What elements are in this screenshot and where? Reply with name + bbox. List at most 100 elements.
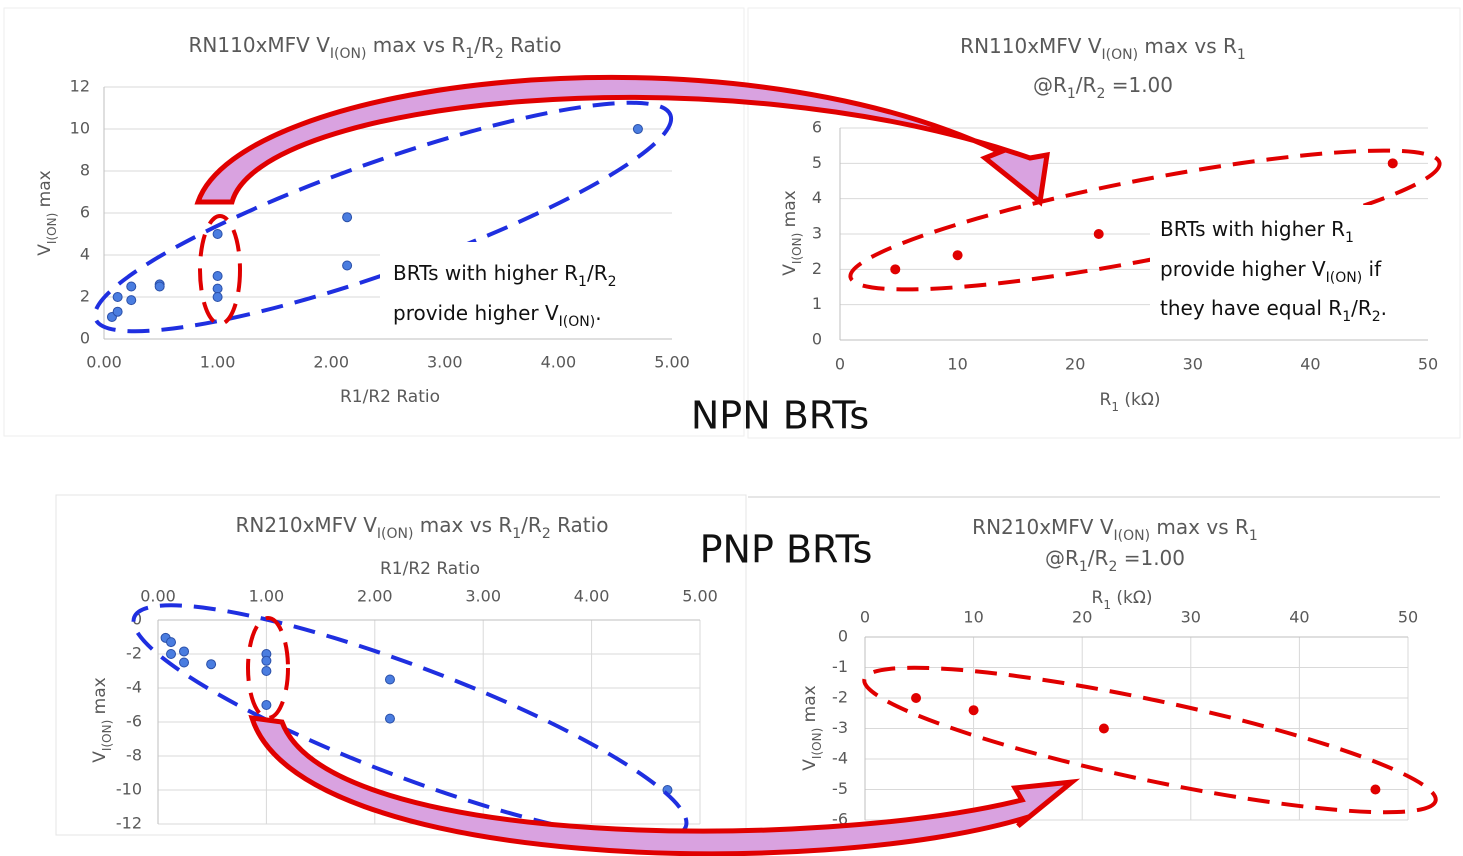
point (261, 655, 272, 666)
group-ellipse (198, 214, 242, 326)
text-run: Ratio (504, 33, 562, 57)
point (342, 212, 353, 223)
text-run: I(ON) (1326, 270, 1363, 286)
text-run: if (1362, 257, 1382, 281)
annotation: BRTs with higher R1/R2 (393, 261, 617, 291)
text-run: max (780, 190, 800, 232)
chart-title: @R1/R2 =1.00 (1045, 546, 1185, 576)
point (112, 306, 123, 317)
text-run: 1 (1345, 230, 1354, 246)
point (154, 281, 165, 292)
text-run: /R (1351, 296, 1372, 320)
text-run: I(ON) (559, 314, 596, 330)
x-tick-label: 10 (963, 608, 983, 627)
y-tick-label: 0 (80, 329, 90, 348)
x-tick-label: 40 (1289, 608, 1309, 627)
text-run: R (1100, 390, 1112, 410)
point (890, 264, 901, 275)
text-run: they have equal R (1160, 296, 1342, 320)
x-tick-label: 1.00 (200, 353, 236, 372)
text-run: max (35, 170, 55, 212)
point (212, 292, 223, 302)
text-run: V (780, 264, 800, 276)
text-run: @R (1045, 546, 1079, 570)
x-tick-label: 20 (1065, 355, 1085, 374)
x-axis-label: R1 (kΩ) (1092, 588, 1153, 612)
chart-title: RN110xMFV VI(ON) max vs R1 (960, 34, 1246, 64)
text-run: I(ON) (790, 233, 804, 264)
point (166, 649, 177, 659)
y-tick-label: -10 (116, 780, 142, 799)
text-run: RN210xMFV V (972, 515, 1114, 539)
point (212, 271, 223, 281)
text-run: /R (521, 513, 542, 537)
text-run: provide higher V (1160, 257, 1326, 281)
text-run: /R (587, 261, 608, 285)
text-run: max vs R (1150, 515, 1249, 539)
point (1370, 784, 1381, 795)
text-run: /R (474, 33, 495, 57)
point (1387, 158, 1398, 169)
text-run: 1 (465, 46, 474, 62)
annotation: they have equal R1/R2. (1160, 296, 1387, 326)
text-run: 1 (1237, 47, 1246, 63)
group-ellipse (862, 665, 1438, 815)
text-run: I(ON) (377, 526, 414, 542)
y-tick-label: -8 (126, 746, 142, 765)
y-tick-label: -2 (126, 644, 142, 663)
text-run: 2 (1108, 559, 1117, 575)
text-run: =1.00 (1105, 73, 1173, 97)
x-axis-label: R1 (kΩ) (1100, 390, 1161, 414)
point (911, 693, 922, 703)
x-tick-label: 2.00 (357, 587, 393, 606)
y-tick-label: 4 (812, 188, 822, 207)
group-ellipse (246, 616, 290, 720)
text-run: 2 (1372, 309, 1381, 325)
x-tick-label: 4.00 (541, 353, 577, 372)
point (1098, 723, 1109, 734)
panel (55, 494, 747, 836)
text-run: I(ON) (1102, 47, 1139, 63)
text-run: BRTs with higher R (1160, 217, 1345, 241)
y-axis-label: VI(ON) max (800, 685, 824, 770)
y-tick-label: -4 (832, 749, 848, 768)
text-run: RN210xMFV V (236, 513, 378, 537)
annotation: BRTs with higher R1 (1160, 217, 1354, 247)
arrow (194, 74, 1050, 207)
point (166, 637, 177, 648)
text-run: I(ON) (330, 46, 367, 62)
text-run: 1 (1249, 528, 1258, 544)
text-run: RN110xMFV V (960, 34, 1102, 58)
point (1093, 229, 1104, 239)
x-axis-label: R1/R2 Ratio (340, 387, 440, 407)
text-run: max (90, 677, 110, 719)
text-run: =1.00 (1117, 546, 1185, 570)
text-run: I(ON) (1114, 528, 1151, 544)
x-tick-label: 30 (1183, 355, 1203, 374)
text-run: . (595, 301, 601, 325)
annotation-bg (380, 242, 680, 337)
annotation-bg (1150, 205, 1450, 323)
x-tick-label: 0 (835, 355, 845, 374)
point (342, 260, 353, 271)
text-run: . (1381, 296, 1387, 320)
y-tick-label: 6 (812, 118, 822, 137)
text-run: V (90, 751, 110, 763)
y-tick-label: -1 (832, 657, 848, 676)
x-tick-label: 3.00 (465, 587, 501, 606)
y-tick-label: 10 (70, 119, 90, 138)
point (261, 666, 272, 676)
text-run: (kΩ) (1119, 390, 1161, 410)
y-tick-label: 0 (132, 610, 142, 629)
x-tick-label: 5.00 (682, 587, 718, 606)
text-run: provide higher V (393, 301, 559, 325)
y-tick-label: -2 (832, 688, 848, 707)
x-tick-label: 50 (1418, 355, 1438, 374)
x-axis-label: R1/R2 Ratio (380, 559, 480, 579)
chart-title: RN110xMFV VI(ON) max vs R1/R2 Ratio (189, 33, 562, 63)
y-tick-label: 6 (80, 203, 90, 222)
x-tick-label: 10 (947, 355, 967, 374)
x-tick-label: 5.00 (654, 353, 690, 372)
text-run: 2 (542, 526, 551, 542)
